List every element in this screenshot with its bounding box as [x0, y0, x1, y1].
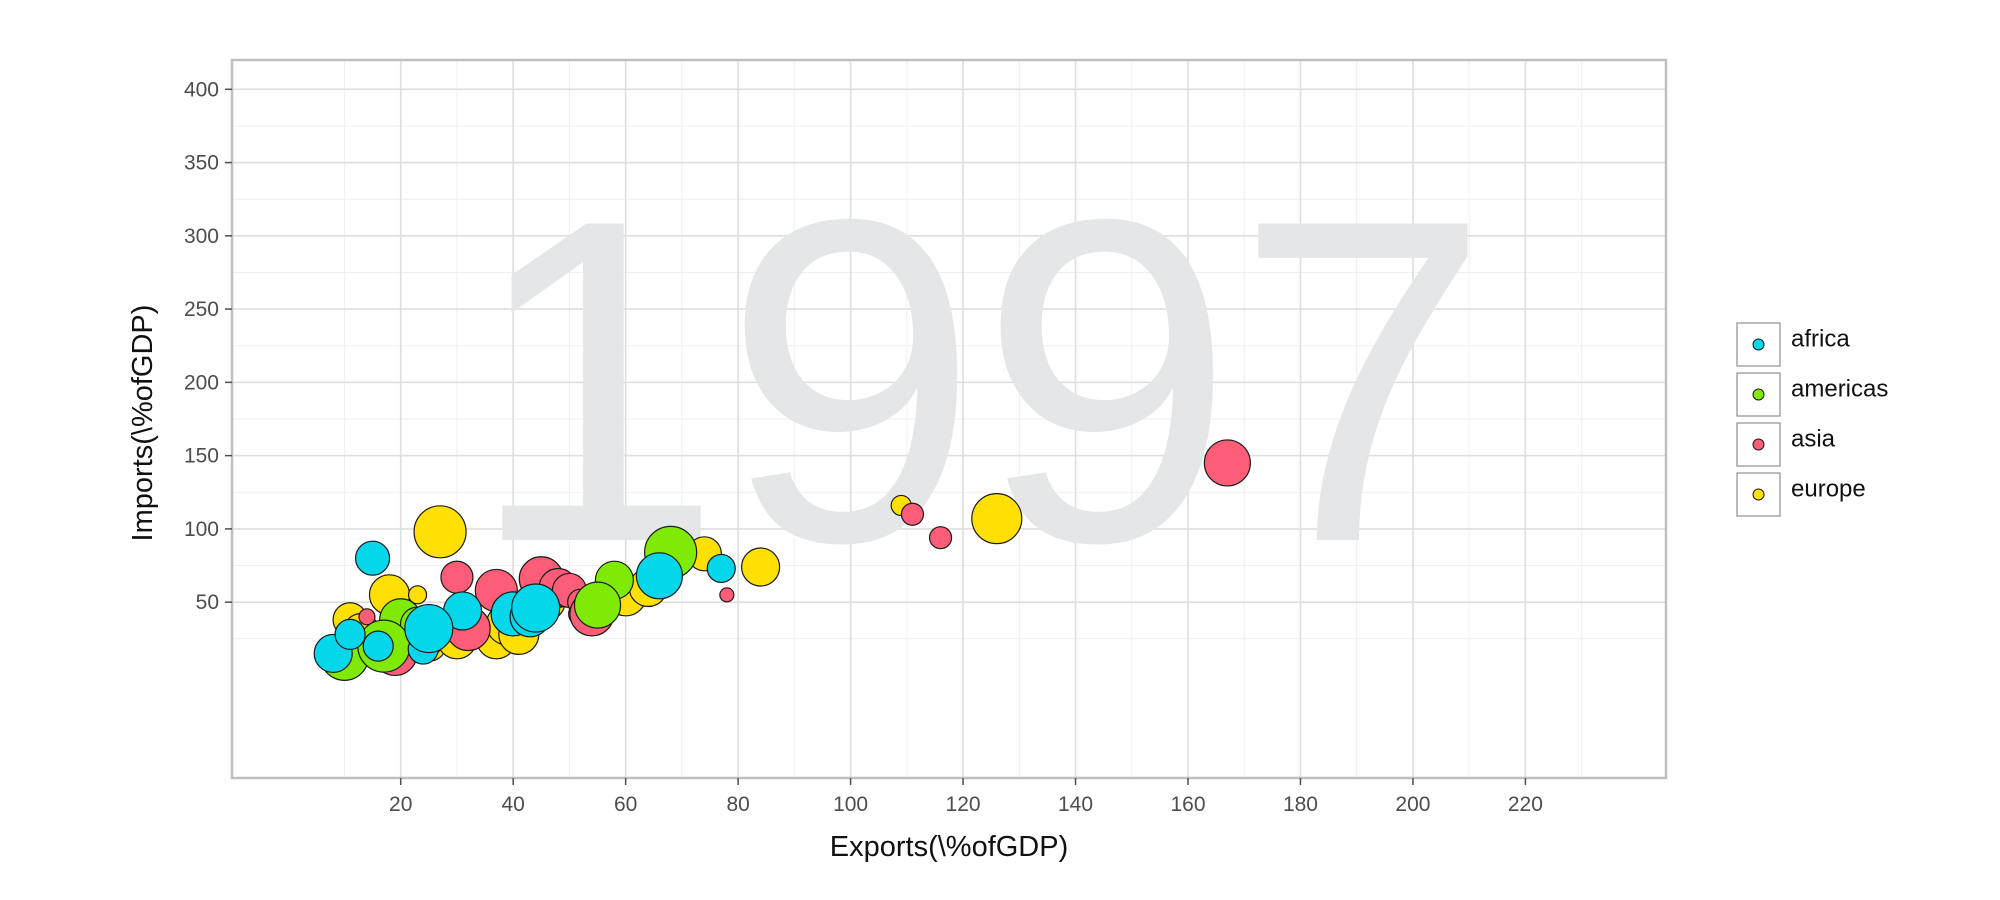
asia-point — [719, 587, 735, 603]
africa-point — [511, 583, 561, 633]
europe-point — [407, 585, 428, 605]
legend-label-americas: americas — [1791, 376, 1888, 403]
legend-key-africa — [1752, 338, 1765, 351]
x-tick-label: 220 — [1508, 793, 1543, 816]
x-tick-label: 20 — [389, 793, 412, 816]
europe-point — [741, 547, 781, 587]
asia-point — [900, 502, 925, 526]
africa-point — [404, 603, 454, 654]
x-tick-label: 80 — [726, 793, 749, 816]
asia-point — [928, 526, 953, 550]
africa-point — [706, 553, 736, 584]
y-tick-label: 350 — [184, 152, 219, 175]
x-tick-label: 60 — [614, 793, 637, 816]
x-tick-label: 40 — [501, 793, 524, 816]
legend: africa americas asia europe — [1736, 322, 1888, 517]
x-axis-ticks: 20 40 60 80 100 120 140 160 180 200 220 — [389, 778, 1543, 816]
x-tick-label: 180 — [1283, 793, 1318, 816]
minor-gridlines — [232, 60, 1666, 778]
x-tick-label: 160 — [1170, 793, 1205, 816]
y-tick-label: 100 — [184, 518, 219, 541]
legend-label-asia: asia — [1791, 426, 1836, 453]
y-tick-label: 300 — [184, 225, 219, 248]
europe-point — [971, 493, 1023, 545]
x-axis-title: Exports(\%ofGDP) — [830, 831, 1069, 863]
asia-point — [358, 608, 376, 626]
africa-point — [362, 630, 394, 662]
legend-label-europe: europe — [1791, 476, 1866, 503]
y-tick-label: 50 — [196, 591, 219, 614]
major-gridlines — [232, 60, 1666, 778]
legend-key-europe — [1752, 488, 1765, 501]
x-tick-label: 120 — [946, 793, 981, 816]
americas-point — [573, 581, 622, 629]
y-axis-ticks: 50 100 150 200 250 300 350 400 — [184, 78, 232, 614]
y-tick-label: 250 — [184, 298, 219, 321]
x-tick-label: 140 — [1058, 793, 1093, 816]
asia-point — [440, 560, 474, 594]
asia-point — [1203, 439, 1251, 487]
y-tick-label: 150 — [184, 445, 219, 468]
legend-key-americas — [1752, 388, 1765, 401]
europe-point — [413, 505, 467, 559]
year-background-label: 1997 — [467, 125, 1490, 638]
y-tick-label: 400 — [184, 78, 219, 101]
legend-key-asia — [1752, 438, 1765, 451]
plot-border — [230, 58, 1668, 780]
africa-point — [334, 618, 366, 651]
x-tick-label: 100 — [833, 793, 868, 816]
y-axis-title: Imports(\%ofGDP) — [127, 305, 159, 542]
africa-point — [354, 540, 391, 576]
legend-label-africa: africa — [1791, 326, 1850, 353]
x-tick-label: 200 — [1395, 793, 1430, 816]
data-points — [313, 439, 1251, 681]
y-tick-label: 200 — [184, 371, 219, 394]
africa-point — [635, 552, 683, 600]
